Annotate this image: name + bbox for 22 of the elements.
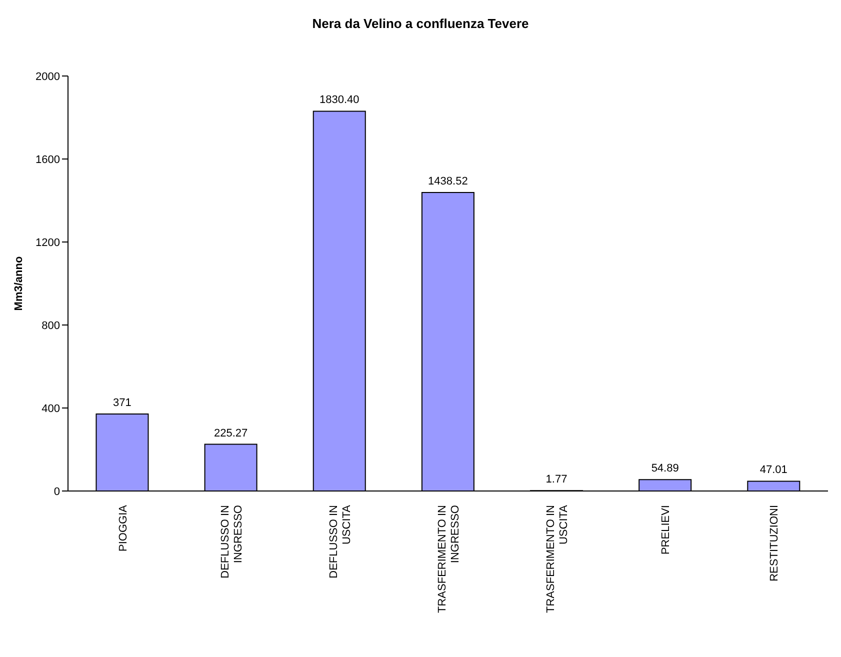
x-tick-label: DEFLUSSO IN INGRESSO (219, 504, 244, 578)
y-tick-label: 400 (42, 402, 60, 415)
y-tick-label: 1600 (36, 154, 60, 166)
data-label: 1438.52 (428, 176, 468, 188)
data-label: 54.89 (651, 462, 679, 475)
chart-title: Nera da Velino a confluenza Tevere (311, 16, 530, 33)
y-tick-label: 1200 (36, 236, 60, 249)
y-tick-label: 2000 (36, 70, 60, 83)
data-label: 371 (113, 397, 132, 410)
data-label: 1.77 (546, 474, 568, 486)
data-label: 1830.40 (319, 94, 360, 106)
x-tick-label: TRASFERIMENTO IN INGRESSO (436, 504, 462, 613)
x-tick-label: PRELIEVI (660, 505, 672, 555)
y-tick-label: 800 (42, 320, 60, 332)
x-tick-label: PIOGGIA (117, 504, 130, 552)
y-axis-title: Mm3/anno (12, 256, 25, 311)
x-tick-label: DEFLUSSO IN USCITA (328, 504, 353, 578)
data-label: 225.27 (214, 427, 248, 440)
x-tick-label: RESTITUZIONI (768, 505, 781, 582)
y-tick-label: 0 (54, 486, 60, 498)
x-tick-label: TRASFERIMENTO IN USCITA (545, 504, 570, 613)
data-label: 47.01 (760, 464, 788, 476)
